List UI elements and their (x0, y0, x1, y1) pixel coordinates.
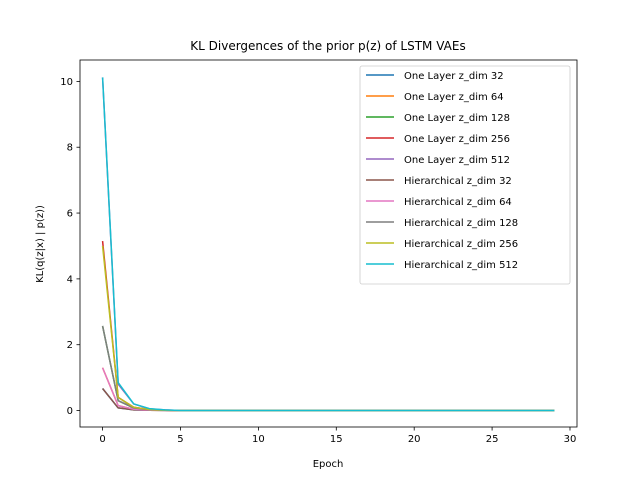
legend-entry: One Layer z_dim 32 (404, 71, 504, 82)
y-tick-label: 4 (67, 274, 73, 285)
legend-entry: Hierarchical z_dim 512 (404, 260, 518, 271)
series-line-2 (101, 367, 555, 412)
y-tick-label: 2 (67, 340, 73, 351)
legend-entry: One Layer z_dim 512 (404, 155, 510, 166)
legend-entry: Hierarchical z_dim 32 (404, 176, 512, 187)
plot-area (101, 77, 555, 412)
chart-title: KL Divergences of the prior p(z) of LSTM… (190, 39, 465, 53)
x-tick-label: 20 (408, 434, 421, 445)
y-tick-label: 6 (67, 209, 73, 220)
x-tick-label: 25 (486, 434, 499, 445)
y-axis: 0 2 4 6 8 10 (60, 77, 80, 417)
x-tick-label: 5 (177, 434, 183, 445)
plot-frame (79, 59, 578, 428)
x-tick-label: 0 (99, 434, 105, 445)
legend-entry: Hierarchical z_dim 64 (404, 197, 512, 208)
x-tick-label: 15 (330, 434, 343, 445)
x-tick-label: 10 (252, 434, 265, 445)
x-axis: 0 5 10 15 20 25 30 (99, 427, 576, 445)
x-tick-label: 30 (564, 434, 577, 445)
legend-entry: Hierarchical z_dim 256 (404, 239, 518, 250)
series-line-6 (102, 388, 555, 412)
y-axis-label: KL(q(z|x) | p(z)) (35, 205, 46, 283)
y-tick-label: 0 (67, 406, 73, 417)
legend: One Layer z_dim 32 One Layer z_dim 64 One … (359, 65, 571, 285)
series-line-3 (101, 325, 555, 412)
y-tick-label: 8 (67, 143, 73, 154)
legend-entry: One Layer z_dim 64 (404, 92, 504, 103)
x-axis-label: Epoch (313, 459, 344, 470)
y-tick-label: 10 (60, 77, 73, 88)
series-line-1 (102, 388, 555, 412)
series-line-10 (101, 77, 555, 412)
legend-box (359, 65, 571, 285)
series-line-7 (101, 367, 555, 412)
legend-entry: One Layer z_dim 256 (404, 134, 510, 145)
legend-entry: Hierarchical z_dim 128 (404, 218, 518, 229)
legend-entry: One Layer z_dim 128 (404, 113, 510, 124)
series-line-8 (101, 325, 555, 412)
